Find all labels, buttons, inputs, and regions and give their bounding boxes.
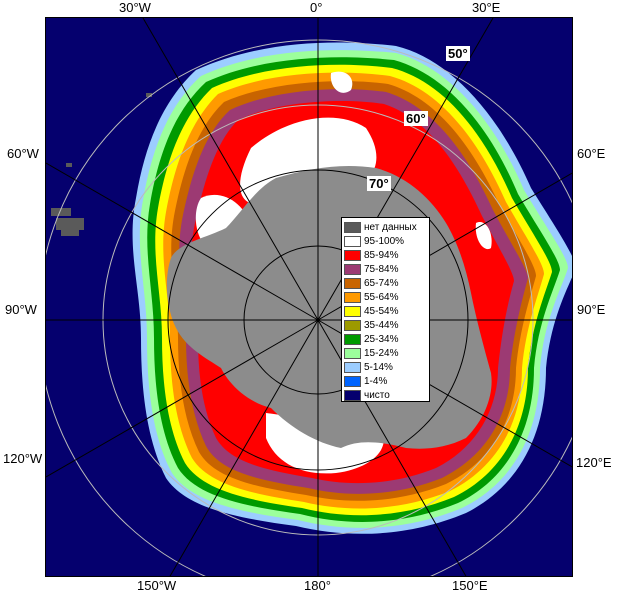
legend-label: 1-4% <box>364 376 388 387</box>
legend-item: 45-54% <box>344 305 398 318</box>
legend-swatch <box>344 348 361 359</box>
map-canvas <box>46 18 572 576</box>
legend-label: 15-24% <box>364 348 399 359</box>
legend-label: 75-84% <box>364 264 399 275</box>
legend-label: 45-54% <box>364 306 399 317</box>
legend-item: 35-44% <box>344 319 398 332</box>
legend-label: чисто <box>364 390 390 401</box>
legend-item: 75-84% <box>344 263 398 276</box>
legend-swatch <box>344 362 361 373</box>
legend-label: 85-94% <box>364 250 399 261</box>
legend-label: 65-74% <box>364 278 399 289</box>
legend-item: 95-100% <box>344 235 404 248</box>
legend-item: 1-4% <box>344 375 387 388</box>
lat-label-50: 50° <box>446 46 470 61</box>
lon-label-60w: 60°W <box>7 146 39 161</box>
lon-label-30w: 30°W <box>119 0 151 15</box>
legend-item: нет данных <box>344 221 417 234</box>
legend-item: 25-34% <box>344 333 398 346</box>
legend-label: 35-44% <box>364 320 399 331</box>
legend-swatch <box>344 264 361 275</box>
legend-item: 85-94% <box>344 249 398 262</box>
legend-swatch <box>344 334 361 345</box>
sea-ice-map <box>45 17 573 577</box>
legend-label: 95-100% <box>364 236 405 247</box>
lon-label-150e: 150°E <box>452 578 488 593</box>
lon-label-120w: 120°W <box>3 451 43 466</box>
legend-swatch <box>344 320 361 331</box>
scatter-patches <box>51 93 152 236</box>
legend-swatch <box>344 278 361 289</box>
ice-zone-95-100-d <box>330 71 353 93</box>
ice-zone-95-100-e <box>475 222 492 250</box>
legend-item: 65-74% <box>344 277 398 290</box>
lon-label-90e: 90°E <box>577 302 606 317</box>
legend-item: 15-24% <box>344 347 398 360</box>
lon-label-60e: 60°E <box>577 146 606 161</box>
legend-swatch <box>344 250 361 261</box>
legend-item: 55-64% <box>344 291 398 304</box>
lon-label-90w: 90°W <box>5 302 37 317</box>
legend-label: нет данных <box>364 222 417 233</box>
lon-label-120e: 120°E <box>576 455 612 470</box>
legend-label: 5-14% <box>364 362 393 373</box>
legend: нет данных 95-100% 85-94% 75-84% 65-74% 55-64… <box>341 217 430 402</box>
lon-label-150w: 150°W <box>137 578 177 593</box>
lat-label-60: 60° <box>404 111 428 126</box>
lat-label-70: 70° <box>367 176 391 191</box>
legend-swatch <box>344 236 361 247</box>
legend-label: 55-64% <box>364 292 399 303</box>
legend-item: чисто <box>344 389 390 402</box>
legend-swatch <box>344 292 361 303</box>
meridian-30w <box>142 18 319 321</box>
meridian-150w <box>169 319 319 576</box>
lon-label-30e: 30°E <box>472 0 501 15</box>
legend-label: 25-34% <box>364 334 399 345</box>
meridian-120w <box>46 319 319 478</box>
legend-swatch <box>344 306 361 317</box>
meridian-60w <box>46 162 319 321</box>
legend-swatch <box>344 390 361 401</box>
legend-item: 5-14% <box>344 361 393 374</box>
lon-label-180: 180° <box>304 578 331 593</box>
legend-swatch <box>344 376 361 387</box>
graticule <box>46 18 572 576</box>
legend-swatch <box>344 222 361 233</box>
lon-label-0: 0° <box>310 0 323 15</box>
